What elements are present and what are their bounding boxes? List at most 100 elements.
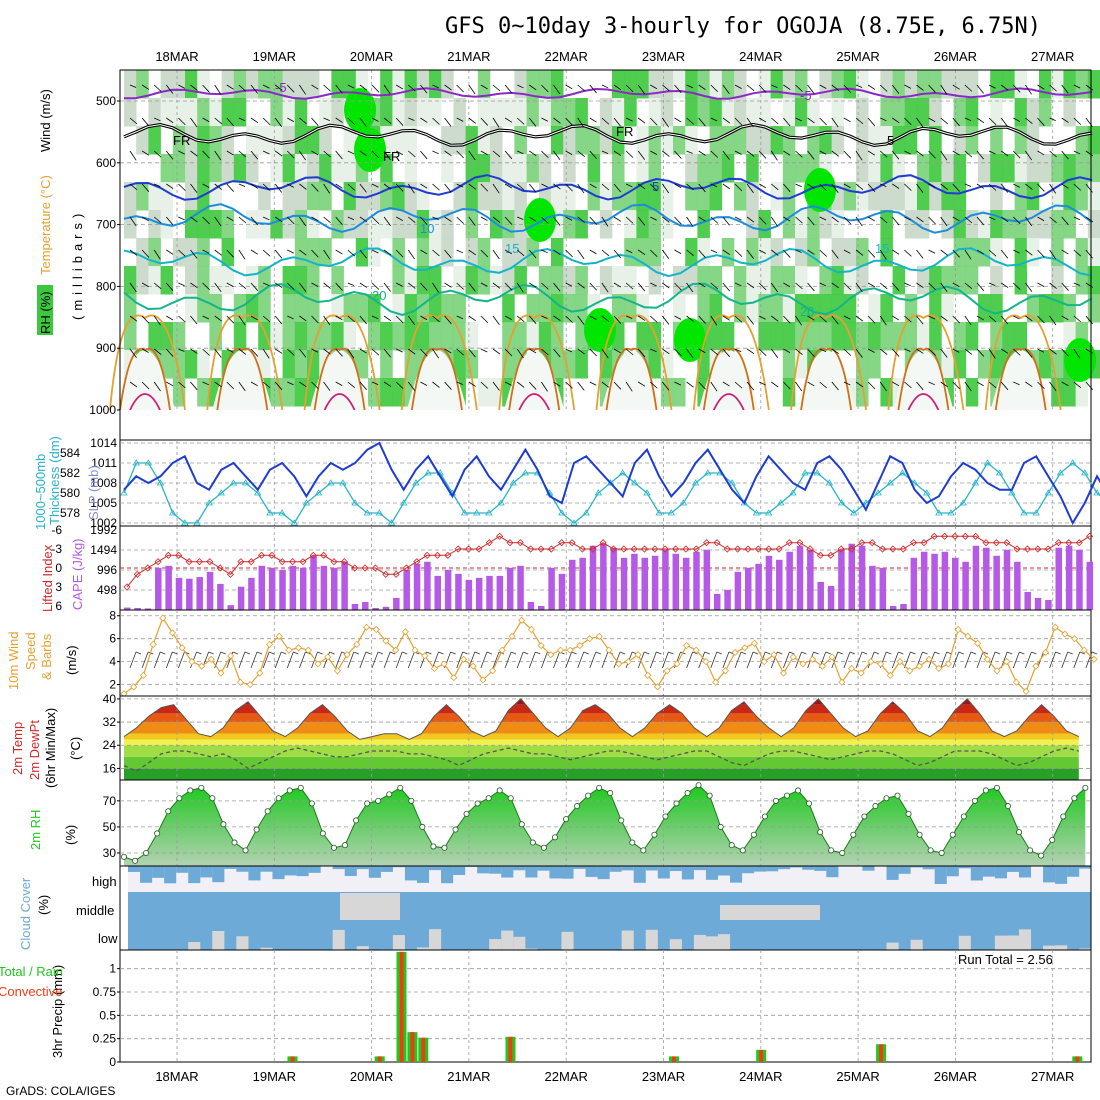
lifted-index-marker [734, 545, 742, 553]
lifted-index-marker [1065, 539, 1073, 547]
rh-cell [636, 154, 649, 183]
thickness-marker [728, 479, 736, 486]
wind-barb [601, 249, 610, 257]
tick-label: 0.25 [93, 1032, 117, 1046]
wind-barb [686, 282, 694, 293]
wind-barb [795, 315, 803, 326]
wind-barb [274, 117, 282, 127]
lifted-index-marker [175, 551, 183, 559]
wind-barb [650, 150, 658, 155]
wind-barb [855, 183, 864, 190]
wind10m-marker [498, 646, 506, 654]
wind-barb [698, 150, 706, 156]
wind-barb [589, 216, 597, 225]
lifted-index-marker [847, 545, 856, 553]
wind10m-marker [236, 678, 244, 686]
thickness-marker [643, 489, 651, 496]
wind-barb [480, 150, 488, 156]
rh-cell [746, 126, 759, 155]
rh-cell [746, 154, 759, 183]
cape-bar [444, 569, 452, 610]
wind10m-barb [504, 651, 512, 669]
cape-bar [258, 565, 266, 610]
slp-tick-label: 1011 [91, 456, 117, 470]
wind-barb [916, 249, 924, 259]
rh-cell [880, 182, 893, 211]
lifted-index-marker [930, 532, 938, 540]
wind-barb [710, 249, 718, 253]
precip-side-label: 3hr Precip (mm) [50, 965, 65, 1058]
cape-bar [538, 605, 545, 610]
cloud-high-bar [910, 866, 923, 868]
wind-barb [650, 381, 658, 389]
wind-barb [359, 216, 367, 222]
wind-barb [746, 249, 754, 259]
lifted-index-marker [899, 545, 907, 553]
chart-title: GFS 0~10day 3-hourly for OGOJA (8.75E, 6… [445, 14, 1041, 39]
rh-cell [758, 126, 771, 155]
wind-barb [444, 150, 452, 157]
wind-barb [674, 150, 682, 159]
wind10m-barb-flag [523, 651, 529, 655]
thickness-marker [813, 469, 821, 476]
wind-barb [250, 183, 259, 189]
rh-cell [636, 322, 649, 351]
wind-barb [432, 282, 439, 293]
lifted-index-marker [464, 545, 473, 553]
temperature-contour-25 [401, 314, 478, 411]
wind-barb [347, 381, 356, 388]
wind-barb [807, 183, 815, 189]
thickness-marker [825, 479, 834, 486]
rh-cell [258, 70, 271, 99]
rh-cell [197, 98, 210, 127]
rh-cell [551, 98, 564, 127]
rh-cell [746, 98, 759, 127]
rh-cell [673, 126, 686, 155]
rh2m-grid [120, 780, 1091, 866]
precip-grid [120, 950, 1091, 1062]
thickness-marker [558, 509, 566, 516]
wind-barb [589, 183, 597, 189]
rh-cell [221, 238, 235, 267]
rh-cell [294, 98, 308, 127]
lifted-index-marker [537, 545, 545, 553]
thickness-marker [704, 469, 712, 476]
wind-barb [262, 381, 271, 389]
thickness-marker [254, 489, 262, 496]
cloud-clear-gap [561, 931, 574, 954]
wind10m-barb [359, 651, 367, 669]
wind10m-marker [149, 640, 157, 648]
cape-side-label: CAPE (J/kg) [70, 538, 85, 610]
slp-axis-label: SLP (mb) [86, 465, 101, 520]
rh-cell [441, 238, 454, 267]
wind10m-barb [843, 651, 851, 669]
wind10m-barb-flag [1019, 651, 1025, 655]
wind-barb [504, 249, 512, 255]
wind-barb [371, 84, 380, 93]
wind-barb [577, 282, 585, 289]
wind-barb [952, 150, 960, 156]
wind-barb [831, 216, 839, 223]
wind-barb [867, 249, 876, 258]
rh2m-marker [330, 844, 337, 851]
rh-cell [148, 182, 161, 211]
wind10m-barb-flag [752, 651, 759, 655]
wind-barb [1049, 216, 1057, 224]
rh-cell [1014, 98, 1028, 127]
wind10m-label-2: Speed [23, 632, 38, 670]
rh-cell [880, 98, 893, 127]
wind-barb [771, 183, 779, 191]
rh-cell [1075, 238, 1089, 267]
wind-barb [408, 150, 416, 158]
wind-barb [686, 117, 694, 125]
rh-cell [404, 154, 418, 183]
rh2m-marker [662, 813, 669, 820]
rh-cell [1051, 70, 1064, 99]
wind10m-marker [372, 625, 380, 634]
rh-cell [807, 98, 820, 127]
rh2m-markers [121, 782, 1089, 864]
wind-barb [855, 381, 864, 388]
wind-barb [1000, 84, 1009, 91]
wind-barb [758, 117, 767, 123]
wind10m-marker [207, 655, 215, 663]
